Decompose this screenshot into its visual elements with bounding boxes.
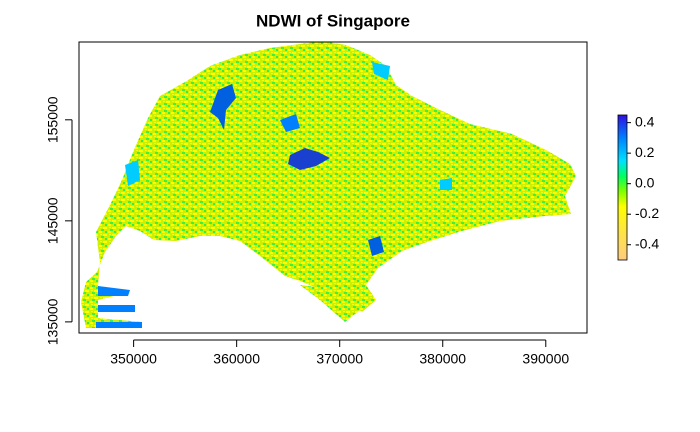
water-patch bbox=[440, 178, 452, 190]
x-tick-label: 350000 bbox=[110, 351, 157, 367]
island bbox=[300, 285, 360, 322]
legend-tick-label: 0.4 bbox=[635, 113, 655, 129]
legend-tick-label: -0.2 bbox=[635, 205, 659, 221]
y-tick-label: 145000 bbox=[45, 197, 61, 244]
chart-title: NDWI of Singapore bbox=[256, 11, 410, 30]
x-tick-label: 390000 bbox=[522, 351, 569, 367]
legend-tick-label: 0.2 bbox=[635, 144, 655, 160]
reservoir bbox=[280, 114, 300, 132]
reclaimed-land bbox=[96, 286, 142, 328]
raster-map bbox=[81, 42, 576, 328]
plot-frame bbox=[78, 41, 588, 334]
legend: -0.4 -0.2 0.0 0.2 0.4 bbox=[617, 113, 659, 261]
axes: 350000 360000 370000 380000 390000 135000 1450… bbox=[45, 96, 570, 366]
water-patch bbox=[125, 160, 140, 186]
water-patch bbox=[372, 62, 390, 80]
legend-tick-label: -0.4 bbox=[635, 235, 659, 251]
y-tick-label: 135000 bbox=[45, 298, 61, 345]
x-tick-label: 380000 bbox=[419, 351, 466, 367]
reservoir bbox=[210, 84, 236, 130]
y-tick-label: 155000 bbox=[45, 96, 61, 143]
reservoir bbox=[288, 148, 330, 170]
water-patch bbox=[368, 236, 384, 256]
legend-tick-label: 0.0 bbox=[635, 174, 655, 190]
x-tick-label: 360000 bbox=[213, 351, 260, 367]
colorbar bbox=[617, 114, 628, 261]
x-tick-label: 370000 bbox=[316, 351, 363, 367]
land bbox=[81, 42, 576, 328]
